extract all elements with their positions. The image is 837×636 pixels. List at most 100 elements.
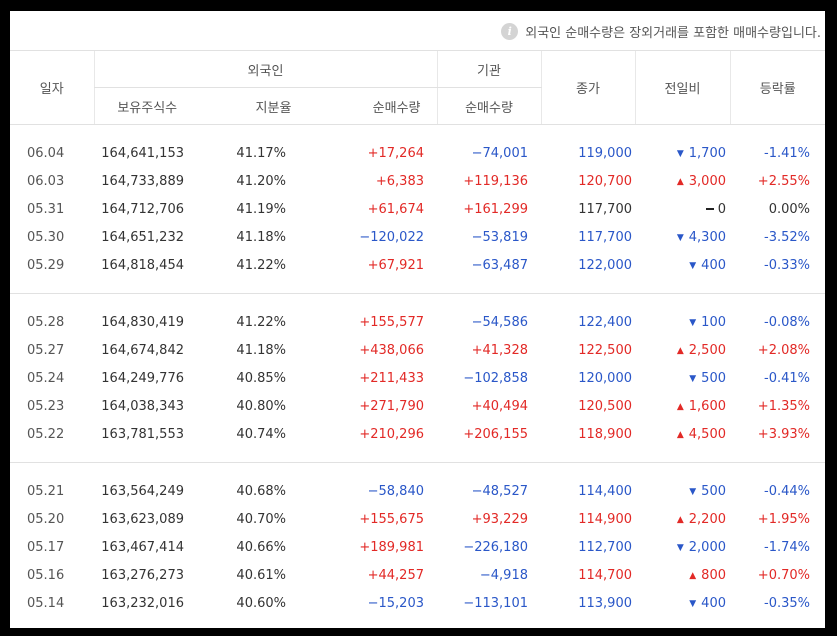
row-diff-value: 1,700: [688, 145, 726, 161]
row-inst-net: +40,494: [471, 398, 528, 414]
row-foreign-net: +438,066: [359, 342, 424, 358]
row-holdings: 163,781,553: [101, 426, 184, 442]
triangle-up-icon: ▲: [676, 401, 684, 412]
row-date: 05.14: [27, 595, 65, 611]
row-inst-net: −226,180: [463, 539, 528, 555]
trading-table: 일자 외국인 기관 종가 전일비 등락률 보유주식수 지분율 순매수량 순매수량…: [10, 50, 825, 628]
row-date: 05.29: [27, 257, 65, 273]
row-diff: ▲ 1,600: [635, 392, 730, 420]
row-ratio: 40.80%: [236, 398, 286, 414]
row-diff-value: 800: [701, 567, 726, 583]
header-holdings: 보유주식수: [93, 87, 200, 125]
row-date: 05.28: [27, 314, 65, 330]
row-rate: -0.41%: [764, 370, 810, 386]
row-close: 120,700: [578, 173, 632, 189]
row-holdings: 164,733,889: [101, 173, 184, 189]
row-diff: ▼ 4,300: [635, 223, 730, 251]
row-close: 114,700: [578, 567, 632, 583]
row-diff: ▲ 2,200: [635, 505, 730, 533]
foreign-institution-trading-panel: i 외국인 순매수량은 장외거래를 포함한 매매수량입니다. 일자 외국인 기관…: [10, 11, 825, 628]
row-diff: ▲ 2,500: [635, 336, 730, 364]
row-date: 05.16: [27, 567, 65, 583]
row-diff-value: 2,000: [688, 539, 726, 555]
row-diff-value: 3,000: [688, 173, 726, 189]
triangle-down-icon: ▼: [689, 373, 697, 384]
row-diff-value: 400: [701, 257, 726, 273]
row-rate: -3.52%: [764, 229, 810, 245]
triangle-down-icon: ▼: [689, 260, 697, 271]
row-foreign-net: +6,383: [375, 173, 424, 189]
header-rate: 등락률: [729, 50, 825, 125]
row-rate: +1.35%: [757, 398, 810, 414]
row-holdings: 163,623,089: [101, 511, 184, 527]
row-holdings: 164,641,153: [101, 145, 184, 161]
row-inst-net: +93,229: [471, 511, 528, 527]
row-close: 120,000: [578, 370, 632, 386]
flat-dash-icon: [705, 207, 714, 210]
row-foreign-net: +61,674: [367, 201, 424, 217]
table-row: 06.04 164,641,153 41.17% +17,264 −74,001 119,…: [10, 139, 825, 167]
header-institution: 기관: [436, 50, 541, 88]
row-rate: -1.74%: [764, 539, 810, 555]
table-row: 05.29 164,818,454 41.22% +67,921 −63,487 122,…: [10, 251, 825, 279]
row-diff: ▼ 400: [635, 251, 730, 279]
row-foreign-net: +155,675: [359, 511, 424, 527]
row-inst-net: −63,487: [471, 257, 528, 273]
row-date: 05.17: [27, 539, 65, 555]
row-rate: -0.08%: [764, 314, 810, 330]
row-ratio: 40.68%: [236, 483, 286, 499]
row-close: 120,500: [578, 398, 632, 414]
table-body: 06.04 164,641,153 41.17% +17,264 −74,001 119,…: [10, 125, 825, 628]
row-holdings: 164,830,419: [101, 314, 184, 330]
row-diff: ▲ 800: [635, 561, 730, 589]
row-foreign-net: −58,840: [367, 483, 424, 499]
row-holdings: 164,712,706: [101, 201, 184, 217]
row-close: 122,400: [578, 314, 632, 330]
header-ratio: 지분율: [200, 87, 307, 125]
table-row: 05.24 164,249,776 40.85% +211,433 −102,858 12…: [10, 364, 825, 392]
row-date: 06.03: [27, 173, 65, 189]
header-date: 일자: [10, 50, 94, 125]
row-diff: ▼ 500: [635, 364, 730, 392]
row-foreign-net: +189,981: [359, 539, 424, 555]
row-inst-net: −53,819: [471, 229, 528, 245]
row-ratio: 40.61%: [236, 567, 286, 583]
notice: i 외국인 순매수량은 장외거래를 포함한 매매수량입니다.: [501, 20, 821, 42]
table-header: 일자 외국인 기관 종가 전일비 등락률 보유주식수 지분율 순매수량 순매수량: [10, 50, 825, 125]
triangle-up-icon: ▲: [676, 429, 684, 440]
row-ratio: 41.22%: [236, 314, 286, 330]
table-row: 05.27 164,674,842 41.18% +438,066 +41,328 122…: [10, 336, 825, 364]
row-foreign-net: −15,203: [367, 595, 424, 611]
row-date: 05.31: [27, 201, 65, 217]
notice-text: 외국인 순매수량은 장외거래를 포함한 매매수량입니다.: [525, 25, 821, 41]
row-inst-net: −74,001: [471, 145, 528, 161]
header-diff: 전일비: [634, 50, 730, 125]
row-diff: ▼ 500: [635, 477, 730, 505]
header-foreign-net: 순매수량: [307, 87, 437, 125]
row-close: 112,700: [578, 539, 632, 555]
row-diff: ▲ 4,500: [635, 420, 730, 448]
row-close: 122,500: [578, 342, 632, 358]
row-foreign-net: +44,257: [367, 567, 424, 583]
info-icon[interactable]: i: [501, 22, 519, 40]
row-foreign-net: +155,577: [359, 314, 424, 330]
header-close: 종가: [540, 50, 635, 125]
row-diff-value: 0: [717, 201, 726, 217]
row-inst-net: +206,155: [463, 426, 528, 442]
row-holdings: 164,249,776: [101, 370, 184, 386]
triangle-down-icon: ▼: [689, 486, 697, 497]
row-foreign-net: +17,264: [367, 145, 424, 161]
row-close: 122,000: [578, 257, 632, 273]
row-diff-value: 100: [701, 314, 726, 330]
row-inst-net: +161,299: [463, 201, 528, 217]
triangle-up-icon: ▲: [676, 514, 684, 525]
triangle-down-icon: ▼: [676, 542, 684, 553]
row-close: 113,900: [578, 595, 632, 611]
row-foreign-net: +67,921: [367, 257, 424, 273]
row-inst-net: +119,136: [463, 173, 528, 189]
table-row: 05.30 164,651,232 41.18% −120,022 −53,819 117…: [10, 223, 825, 251]
row-date: 05.23: [27, 398, 65, 414]
row-ratio: 41.18%: [236, 342, 286, 358]
row-date: 06.04: [27, 145, 65, 161]
row-close: 114,400: [578, 483, 632, 499]
